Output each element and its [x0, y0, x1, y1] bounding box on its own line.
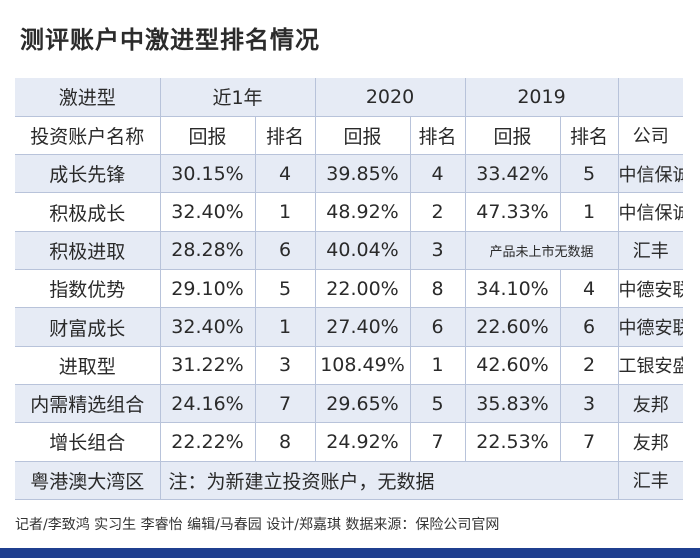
bottom-accent-bar: [0, 548, 700, 558]
return-2019: 42.60%: [465, 346, 561, 386]
rank-2020: 8: [410, 269, 466, 309]
header-company: 公司: [618, 116, 684, 156]
header-category: 激进型: [15, 78, 161, 117]
header-rank-2020: 排名: [410, 116, 466, 156]
return-2020: 40.04%: [315, 231, 411, 271]
return-2020: 39.85%: [315, 154, 411, 194]
company: 友邦: [618, 384, 684, 424]
company: 中信保诚: [618, 154, 684, 194]
account-name: 粤港澳大湾区: [15, 461, 161, 501]
table-row: 指数优势 29.10% 5 22.00% 8 34.10% 4 中德安联: [15, 269, 684, 309]
table-row: 增长组合 22.22% 8 24.92% 7 22.53% 7 友邦: [15, 422, 684, 462]
header-return-2019: 回报: [465, 116, 561, 156]
table-row: 成长先锋 30.15% 4 39.85% 4 33.42% 5 中信保诚: [15, 154, 684, 194]
return-2019: 35.83%: [465, 384, 561, 424]
account-name: 内需精选组合: [15, 384, 161, 424]
return-1y: 31.22%: [160, 346, 256, 386]
return-2020: 22.00%: [315, 269, 411, 309]
account-name: 指数优势: [15, 269, 161, 309]
new-account-note: 注：为新建立投资账户，无数据: [160, 461, 619, 501]
rank-1y: 5: [255, 269, 316, 309]
header-rank-1y: 排名: [255, 116, 316, 156]
table-row: 内需精选组合 24.16% 7 29.65% 5 35.83% 3 友邦: [15, 384, 684, 424]
account-name: 增长组合: [15, 422, 161, 462]
header-blank: [618, 78, 684, 117]
rank-2020: 2: [410, 192, 466, 232]
return-2020: 27.40%: [315, 307, 411, 347]
return-1y: 28.28%: [160, 231, 256, 271]
rank-2019: 5: [560, 154, 619, 194]
return-2019: 34.10%: [465, 269, 561, 309]
rank-2019: 1: [560, 192, 619, 232]
account-name: 积极进取: [15, 231, 161, 271]
table-row: 财富成长 32.40% 1 27.40% 6 22.60% 6 中德安联: [15, 307, 684, 347]
company: 中信保诚: [618, 192, 684, 232]
return-2020: 48.92%: [315, 192, 411, 232]
header-period-2020: 2020: [315, 78, 466, 117]
rank-2020: 7: [410, 422, 466, 462]
header-row-columns: 投资账户名称 回报 排名 回报 排名 回报 排名 公司: [15, 116, 684, 156]
rank-1y: 6: [255, 231, 316, 271]
header-row-periods: 激进型 近1年 2020 2019: [15, 78, 684, 117]
return-1y: 22.22%: [160, 422, 256, 462]
return-2020: 24.92%: [315, 422, 411, 462]
header-account-name: 投资账户名称: [15, 116, 161, 156]
company: 友邦: [618, 422, 684, 462]
rank-1y: 7: [255, 384, 316, 424]
header-period-2019: 2019: [465, 78, 619, 117]
ranking-table: 激进型 近1年 2020 2019 投资账户名称 回报 排名 回报 排名 回报 …: [15, 78, 684, 501]
return-2019: 22.53%: [465, 422, 561, 462]
account-name: 成长先锋: [15, 154, 161, 194]
company: 汇丰: [618, 461, 684, 501]
header-period-1y: 近1年: [160, 78, 316, 117]
account-name: 积极成长: [15, 192, 161, 232]
rank-2019: 7: [560, 422, 619, 462]
return-2019: 22.60%: [465, 307, 561, 347]
table-row-note: 粤港澳大湾区 注：为新建立投资账户，无数据 汇丰: [15, 461, 684, 501]
company: 中德安联: [618, 269, 684, 309]
no-data-note-2019: 产品未上市无数据: [465, 231, 619, 271]
return-2020: 29.65%: [315, 384, 411, 424]
return-2019: 33.42%: [465, 154, 561, 194]
company: 工银安盛: [618, 346, 684, 386]
return-1y: 30.15%: [160, 154, 256, 194]
rank-2020: 3: [410, 231, 466, 271]
rank-2019: 6: [560, 307, 619, 347]
rank-2019: 3: [560, 384, 619, 424]
rank-1y: 4: [255, 154, 316, 194]
return-1y: 32.40%: [160, 192, 256, 232]
rank-2020: 4: [410, 154, 466, 194]
return-1y: 32.40%: [160, 307, 256, 347]
rank-2019: 4: [560, 269, 619, 309]
account-name: 进取型: [15, 346, 161, 386]
rank-1y: 8: [255, 422, 316, 462]
rank-1y: 1: [255, 307, 316, 347]
return-2019: 47.33%: [465, 192, 561, 232]
table-row: 积极进取 28.28% 6 40.04% 3 产品未上市无数据 汇丰: [15, 231, 684, 271]
rank-1y: 3: [255, 346, 316, 386]
rank-2019: 2: [560, 346, 619, 386]
table-row: 进取型 31.22% 3 108.49% 1 42.60% 2 工银安盛: [15, 346, 684, 386]
table-row: 积极成长 32.40% 1 48.92% 2 47.33% 1 中信保诚: [15, 192, 684, 232]
rank-2020: 1: [410, 346, 466, 386]
return-2020: 108.49%: [315, 346, 411, 386]
header-return-1y: 回报: [160, 116, 256, 156]
rank-2020: 5: [410, 384, 466, 424]
header-rank-2019: 排名: [560, 116, 619, 156]
account-name: 财富成长: [15, 307, 161, 347]
page-title: 测评账户中激进型排名情况: [20, 26, 320, 54]
header-return-2020: 回报: [315, 116, 411, 156]
company: 中德安联: [618, 307, 684, 347]
credits-footer: 记者/李致鸿 实习生 李睿怡 编辑/马春园 设计/郑嘉琪 数据来源：保险公司官网: [15, 517, 500, 533]
rank-1y: 1: [255, 192, 316, 232]
return-1y: 24.16%: [160, 384, 256, 424]
return-1y: 29.10%: [160, 269, 256, 309]
company: 汇丰: [618, 231, 684, 271]
rank-2020: 6: [410, 307, 466, 347]
